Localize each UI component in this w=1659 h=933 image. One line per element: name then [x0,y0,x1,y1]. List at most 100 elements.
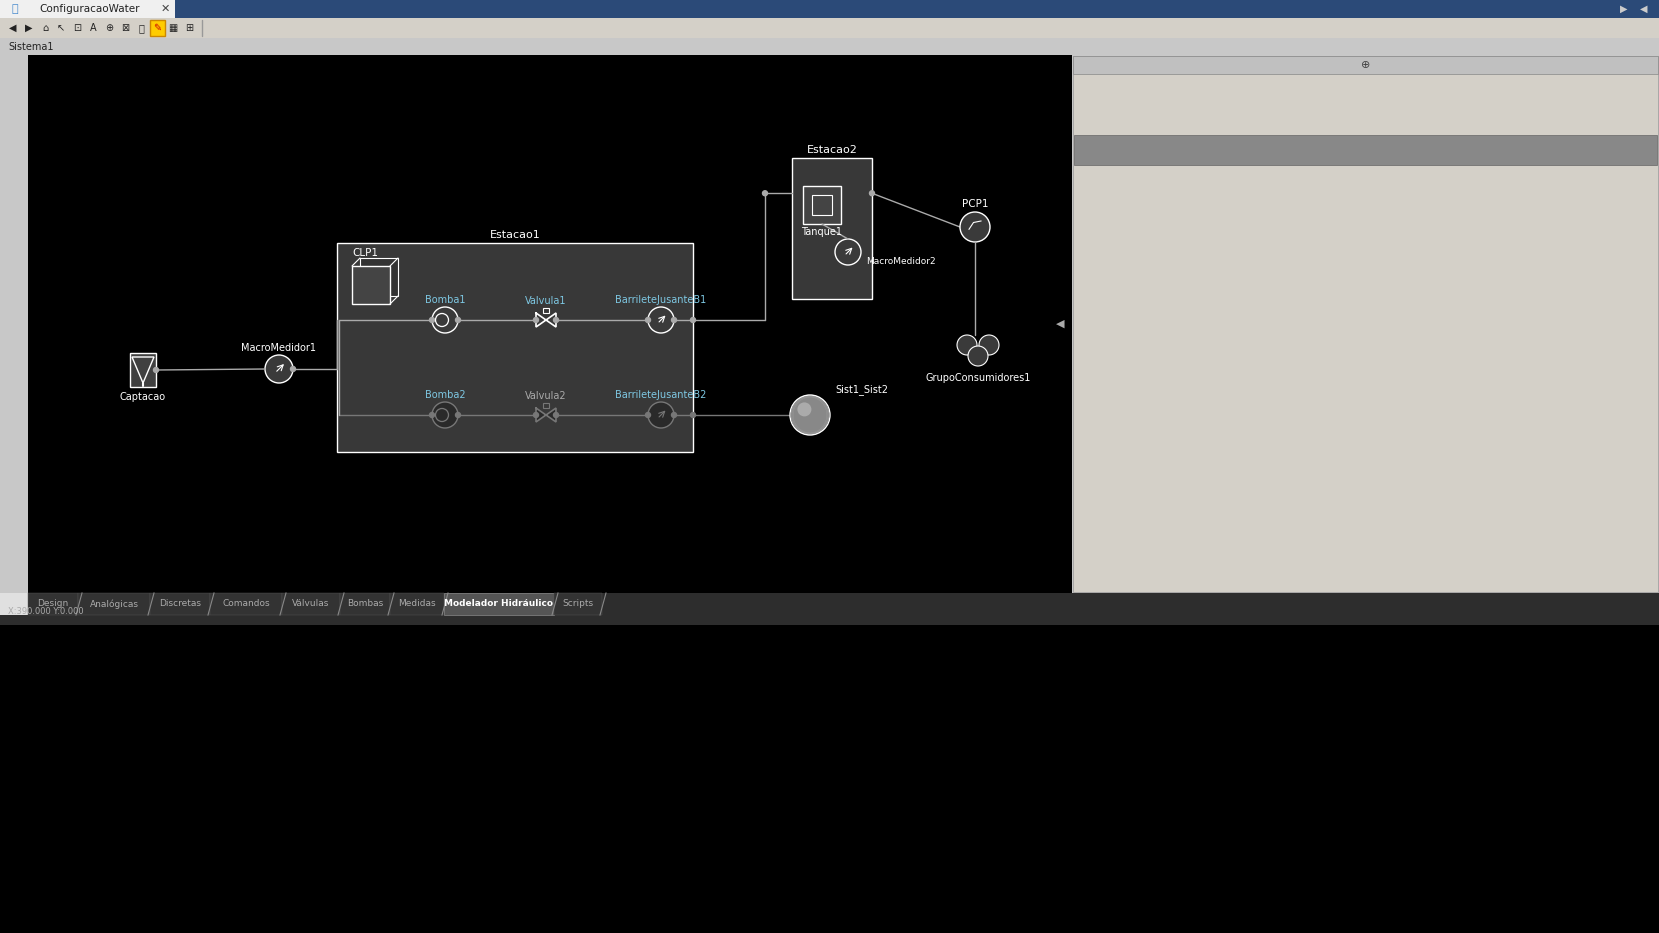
Bar [352,266,390,304]
Circle shape [763,190,768,196]
Bar [28,593,78,615]
Circle shape [456,412,461,417]
Bar [0,0,174,18]
Circle shape [672,412,677,417]
Circle shape [957,335,977,355]
Bar [0,55,28,593]
Circle shape [154,368,159,372]
Text: Captacao: Captacao [119,392,166,402]
Text: ⊡: ⊡ [73,23,81,33]
Circle shape [534,412,539,417]
Text: Bomba1: Bomba1 [425,295,465,305]
Text: ConfiguracaoWater: ConfiguracaoWater [40,4,141,14]
Circle shape [690,317,695,323]
Bar [0,38,1659,55]
Circle shape [554,317,559,323]
Text: Medidas: Medidas [398,600,436,608]
Circle shape [690,412,695,417]
Circle shape [979,335,999,355]
Text: ⊞: ⊞ [184,23,192,33]
Text: Modelador Hidráulico: Modelador Hidráulico [445,600,554,608]
Text: Valvula2: Valvula2 [526,391,567,401]
Text: ◀: ◀ [1055,319,1065,329]
Text: ↖: ↖ [56,23,65,33]
Text: BarrileteJusanteB1: BarrileteJusanteB1 [615,295,707,305]
Bar [0,593,1659,625]
Bar [1072,55,1659,593]
Text: Sistema1: Sistema1 [8,41,53,51]
Circle shape [869,190,874,196]
Text: Bombas: Bombas [347,600,383,608]
Text: Valvula1: Valvula1 [526,296,567,306]
Text: Scripts: Scripts [562,600,594,608]
Text: Design: Design [38,600,68,608]
Bar [445,593,554,615]
Text: Tanque1: Tanque1 [801,227,843,237]
Text: Comandos: Comandos [222,600,270,608]
Text: Válvulas: Válvulas [292,600,330,608]
Text: Estacao2: Estacao2 [806,145,858,155]
Circle shape [554,412,559,417]
Text: ◀: ◀ [1641,4,1647,14]
Circle shape [431,402,458,428]
Text: CLP1: CLP1 [352,248,378,258]
Bar [28,55,1072,593]
Text: ▶: ▶ [25,23,33,33]
Bar [791,158,873,299]
Bar [282,593,340,615]
Bar [542,308,549,313]
Text: ▶: ▶ [1621,4,1627,14]
Text: ⊕: ⊕ [1360,60,1370,70]
Bar [1073,135,1657,165]
Bar [360,258,398,296]
Circle shape [435,408,450,422]
Circle shape [961,212,990,242]
Text: ✕: ✕ [161,4,169,14]
Text: ✎: ✎ [153,23,161,33]
Text: Discretas: Discretas [159,600,201,608]
Bar [337,243,693,452]
Text: Sist1_Sist2: Sist1_Sist2 [834,384,888,396]
Text: A: A [90,23,96,33]
Text: ◀: ◀ [10,23,17,33]
Circle shape [645,412,650,417]
Text: ⊠: ⊠ [121,23,129,33]
Text: PCP1: PCP1 [962,199,989,209]
Bar [129,353,156,387]
Text: ⊕: ⊕ [105,23,113,33]
Circle shape [649,307,674,333]
Bar [211,593,282,615]
Circle shape [834,239,861,265]
Bar [0,0,1659,18]
Polygon shape [536,313,556,327]
Text: GrupoConsumidores1: GrupoConsumidores1 [926,373,1030,383]
Bar [390,593,445,615]
Circle shape [649,402,674,428]
Text: MacroMedidor2: MacroMedidor2 [866,258,936,267]
Bar [1073,56,1657,592]
Text: Estacao1: Estacao1 [489,230,541,240]
Bar [149,20,164,36]
Text: 💧: 💧 [12,4,18,14]
Bar [174,0,1659,18]
Bar [1073,56,1657,74]
Circle shape [534,317,539,323]
Text: Analógicas: Analógicas [90,599,138,608]
Text: ⌂: ⌂ [41,23,48,33]
Circle shape [456,317,461,323]
Circle shape [672,317,677,323]
Polygon shape [536,408,556,422]
Circle shape [435,313,450,327]
Bar [811,195,833,216]
Bar [803,186,841,224]
Circle shape [431,307,458,333]
Text: MacroMedidor1: MacroMedidor1 [242,343,317,353]
Bar [340,593,390,615]
Circle shape [967,346,989,366]
Circle shape [798,402,811,416]
Bar [78,593,149,615]
Text: ▦: ▦ [168,23,178,33]
Circle shape [436,314,448,326]
Circle shape [436,410,448,421]
Circle shape [430,317,435,323]
